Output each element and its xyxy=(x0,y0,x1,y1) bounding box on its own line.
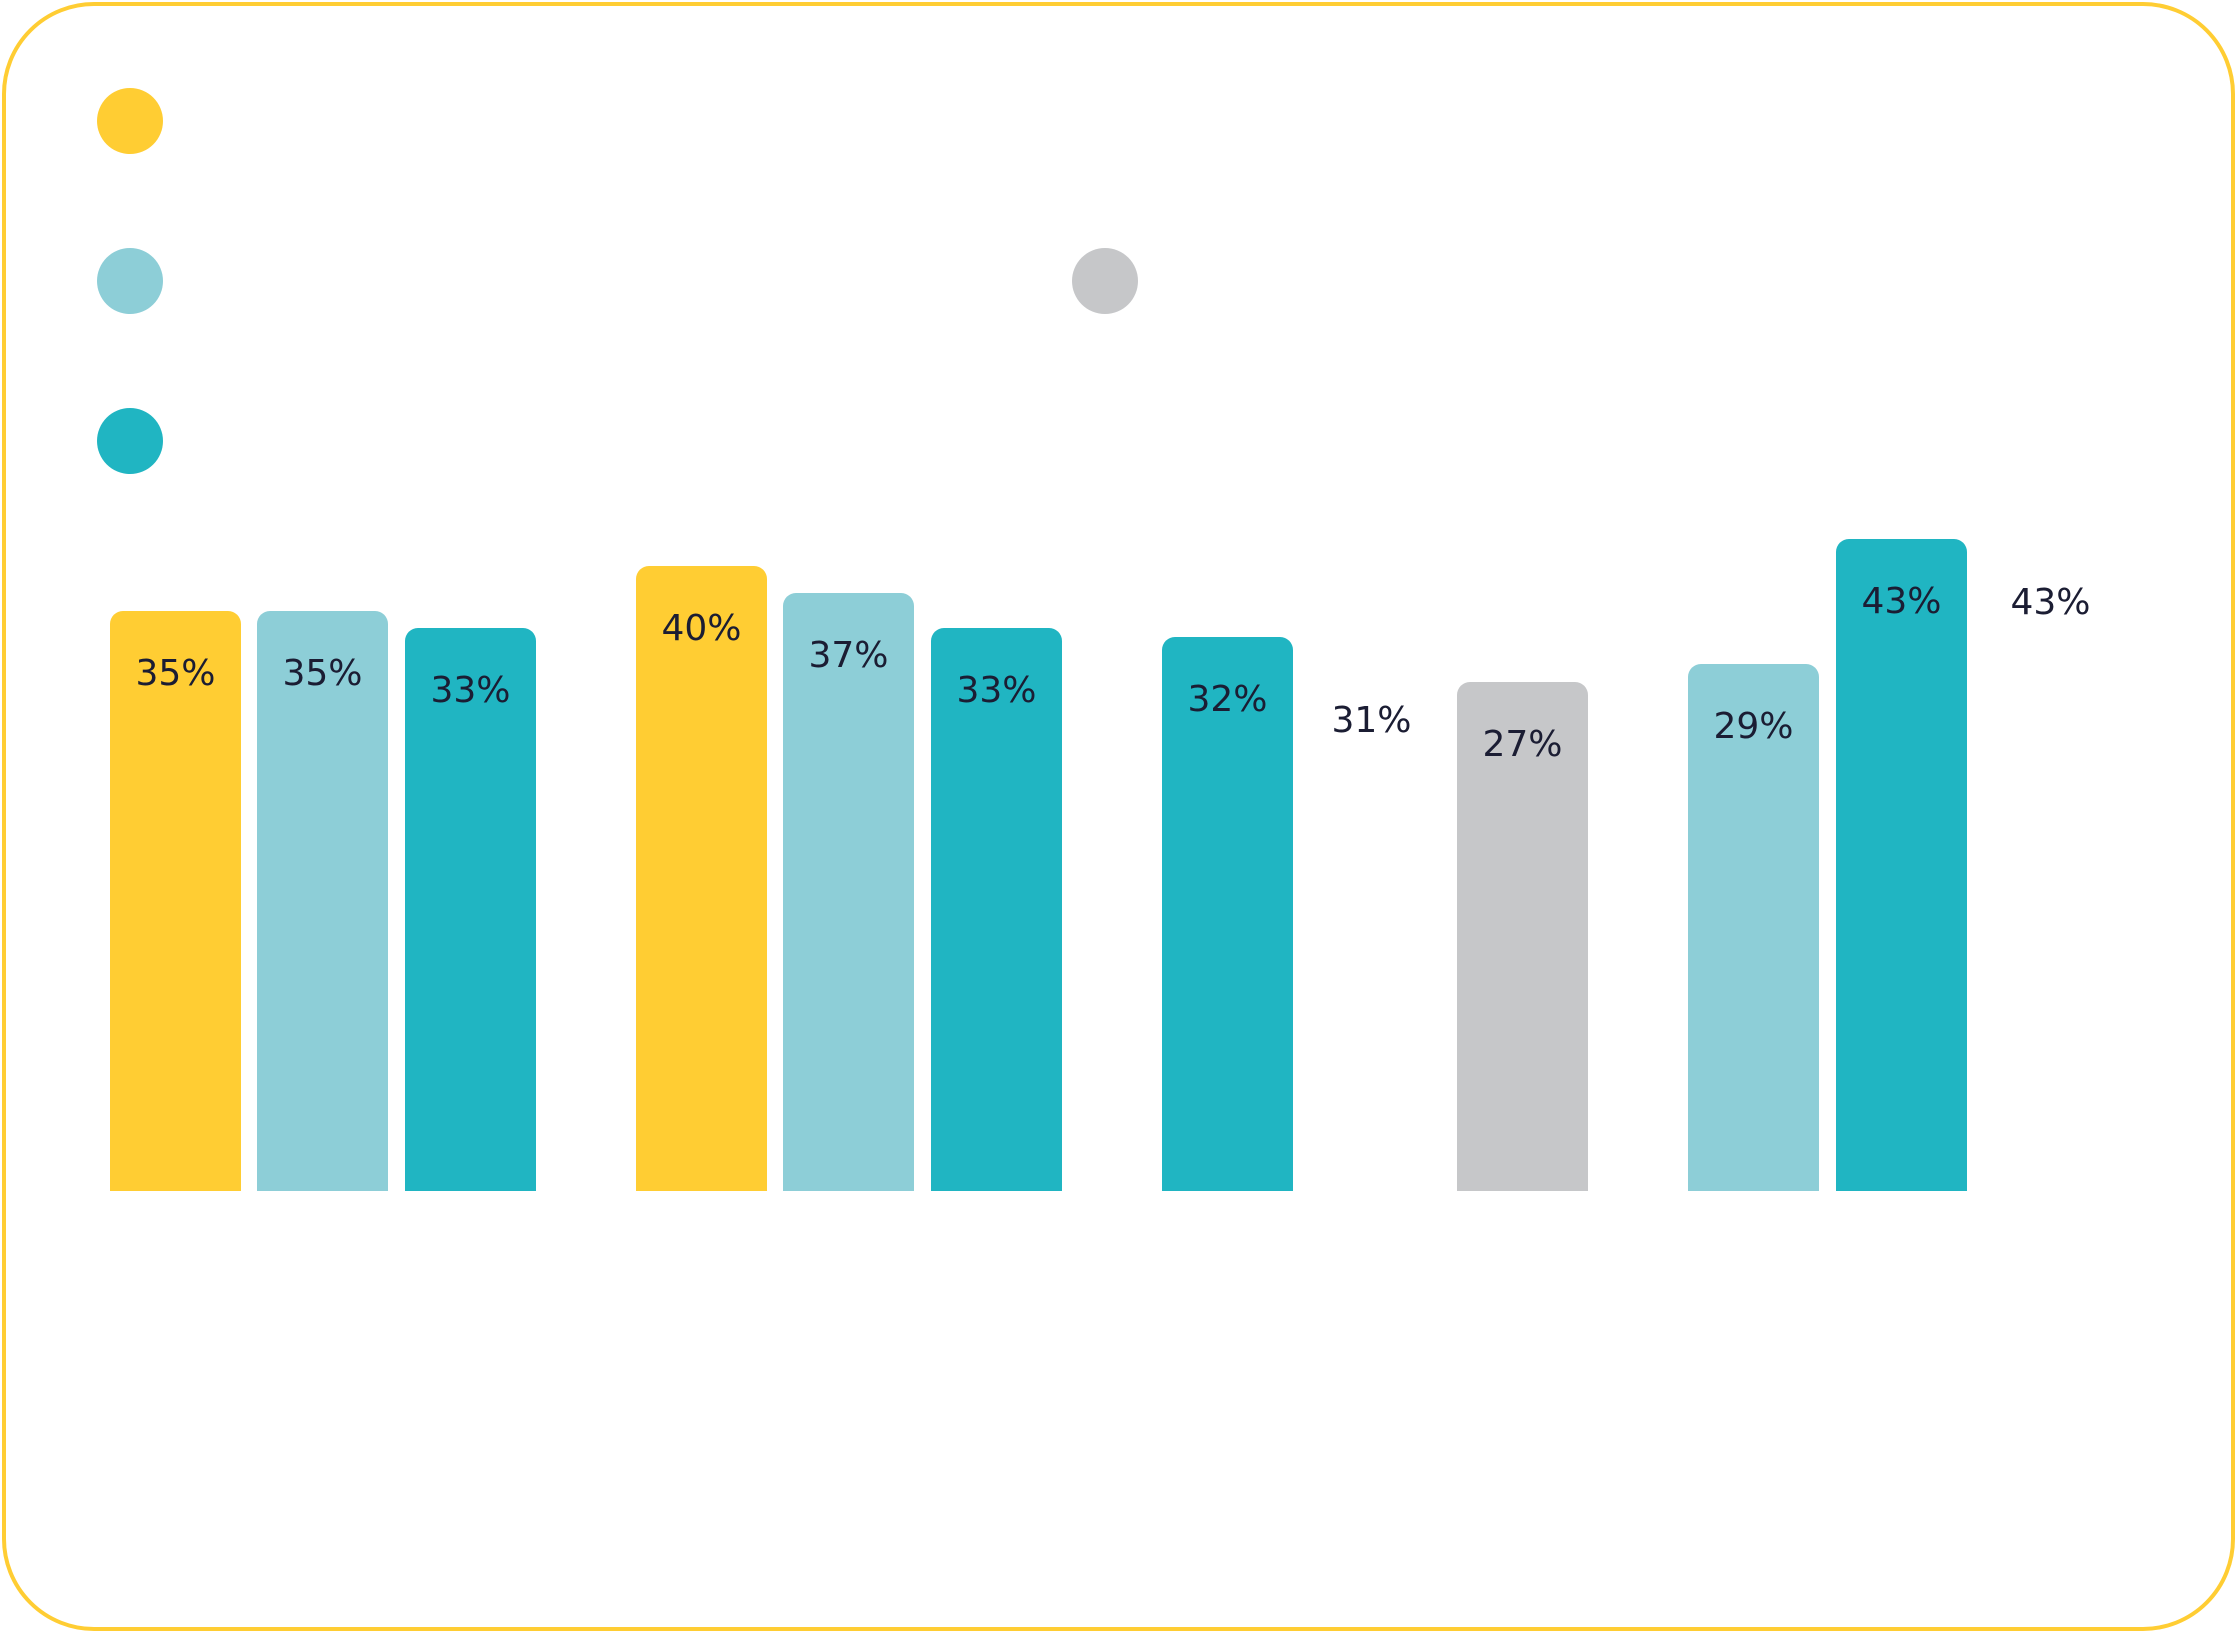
legend-swatch-1 xyxy=(97,88,163,154)
bar-value-label: 35% xyxy=(135,652,216,694)
bar-value-label: 40% xyxy=(661,608,742,649)
bar xyxy=(405,628,536,1191)
floating-label-31: 31% xyxy=(1331,700,1412,741)
bar-value-label: 33% xyxy=(956,670,1037,712)
legend-swatch-3 xyxy=(97,408,163,474)
bar xyxy=(257,610,388,1191)
bar-value-label: 27% xyxy=(1482,723,1563,765)
floating-label-43: 43% xyxy=(2010,582,2091,623)
bar xyxy=(636,566,767,1191)
bar xyxy=(783,592,914,1191)
bar xyxy=(110,610,241,1191)
bar-value-label: 37% xyxy=(808,634,889,676)
bar-value-label: 29% xyxy=(1713,705,1794,747)
bar xyxy=(1836,539,1967,1191)
bar xyxy=(1162,637,1293,1191)
bar xyxy=(931,628,1062,1191)
bar-value-label: 33% xyxy=(430,670,511,712)
bar xyxy=(1688,663,1819,1191)
legend-swatch-2 xyxy=(97,248,163,314)
bar xyxy=(1457,681,1588,1191)
bar-value-label: 43% xyxy=(1861,581,1942,623)
bar-value-label: 32% xyxy=(1187,679,1268,721)
bar-value-label: 35% xyxy=(282,652,363,694)
legend-swatch-4 xyxy=(1072,248,1138,314)
